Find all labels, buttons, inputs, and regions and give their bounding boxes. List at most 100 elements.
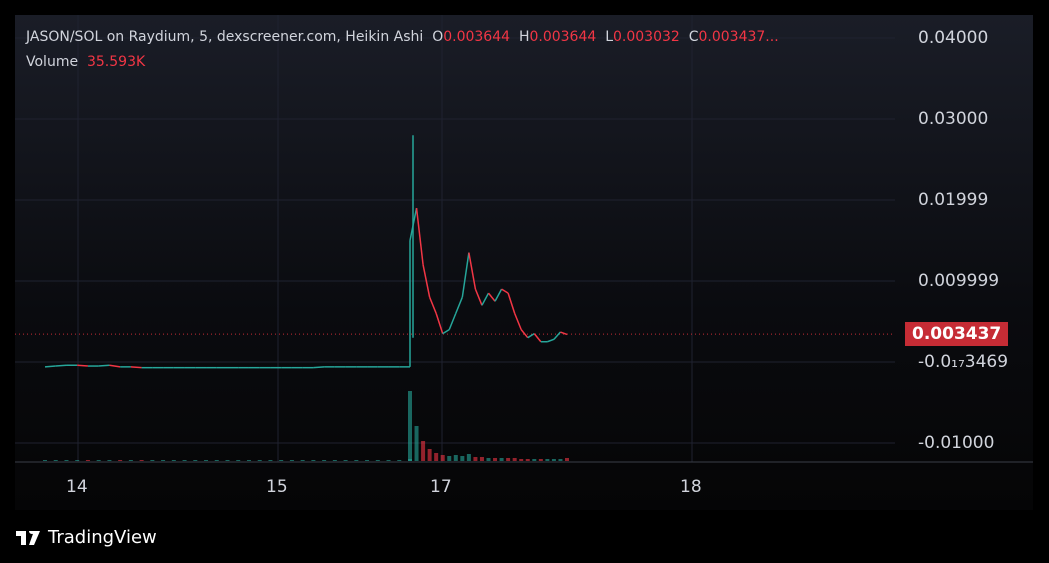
candle — [481, 292, 490, 306]
volume-bar — [225, 460, 230, 461]
price-tick: 0.04000 — [918, 28, 989, 48]
candle — [513, 313, 522, 330]
volume-bar — [440, 455, 445, 461]
candle — [487, 292, 496, 302]
crosshair-price-label: -0.0₁₇3469 — [918, 352, 1009, 372]
candle — [455, 296, 464, 314]
price-tick: -0.01000 — [918, 433, 995, 453]
current-price-badge: 0.003437 — [905, 322, 1009, 346]
time-tick: 14 — [66, 477, 88, 497]
volume-bar — [525, 459, 530, 461]
volume-bar — [532, 459, 537, 461]
volume-bar — [397, 460, 402, 461]
candle — [553, 331, 562, 340]
candle — [77, 364, 88, 367]
volume-bar — [499, 458, 504, 461]
volume-bar — [506, 458, 511, 461]
candle — [55, 364, 67, 367]
volume-bar — [139, 460, 144, 461]
volume-bar — [375, 460, 380, 461]
volume-bar — [565, 458, 569, 461]
volume-bar — [171, 460, 176, 461]
volume-bar — [53, 460, 58, 461]
high-label: H — [518, 29, 530, 45]
candle — [44, 365, 56, 368]
candle — [442, 328, 450, 335]
volume-bar — [453, 455, 458, 461]
low-value: 0.003032 — [613, 29, 680, 45]
volume-bar — [538, 459, 543, 461]
volume-bar — [551, 459, 556, 461]
candle — [422, 264, 431, 298]
candle — [494, 288, 503, 302]
volume-bar — [279, 460, 284, 461]
candle — [547, 338, 555, 343]
volume-bar — [300, 460, 305, 461]
time-tick: 17 — [430, 477, 452, 497]
volume-bar — [386, 460, 391, 461]
close-label: C — [688, 29, 699, 45]
volume-bar — [257, 460, 262, 461]
volume-bar — [545, 459, 550, 461]
candle — [507, 292, 516, 314]
close-value: 0.003437... — [698, 29, 779, 45]
volume-bar — [268, 460, 273, 461]
volume-bar — [246, 460, 251, 461]
candle — [98, 364, 110, 367]
volume-legend: Volume 35.593K — [26, 54, 145, 70]
volume-bar — [118, 460, 123, 461]
volume-bar — [193, 460, 198, 461]
volume-bar — [182, 460, 187, 461]
price-chart[interactable] — [15, 15, 1033, 510]
time-tick: 18 — [680, 477, 702, 497]
low-label: L — [605, 29, 613, 45]
volume-value: 35.593K — [86, 54, 146, 70]
volume-bar — [493, 458, 498, 461]
volume-bar — [558, 459, 563, 461]
candle — [109, 364, 121, 368]
volume-label: Volume — [26, 54, 79, 70]
chart-pane[interactable] — [15, 15, 1033, 510]
volume-bar — [421, 441, 426, 461]
candle — [415, 208, 424, 265]
volume-bar — [289, 460, 294, 461]
candle — [428, 296, 437, 314]
open-label: O — [432, 29, 444, 45]
tradingview-logo-icon — [16, 530, 40, 545]
volume-bar — [473, 457, 478, 461]
volume-bar — [354, 460, 359, 461]
volume-bar — [486, 458, 491, 461]
candle — [130, 366, 142, 369]
candle — [520, 329, 529, 339]
volume-bar — [311, 460, 316, 461]
volume-bar — [204, 460, 209, 461]
open-value: 0.003644 — [443, 29, 511, 45]
symbol-title: JASON/SOL on Raydium, 5, dexscreener.com… — [26, 29, 424, 45]
volume-bar — [96, 460, 101, 461]
candle — [533, 333, 542, 343]
brand-name: TradingView — [48, 527, 157, 548]
volume-bar — [236, 460, 241, 461]
tradingview-logo[interactable]: TradingView — [16, 527, 157, 548]
volume-bar — [447, 456, 452, 461]
price-tick: 0.01999 — [918, 190, 989, 210]
volume-bar — [75, 460, 80, 461]
volume-bar — [460, 456, 465, 461]
volume-bar — [466, 454, 471, 461]
candle — [474, 288, 483, 306]
candle — [560, 331, 568, 336]
time-tick: 15 — [266, 477, 288, 497]
candle — [448, 313, 457, 330]
volume-bar — [427, 449, 432, 461]
volume-bar — [414, 426, 419, 461]
price-tick: 0.03000 — [918, 109, 989, 129]
price-tick: 0.009999 — [918, 271, 1000, 291]
volume-bar — [408, 391, 412, 461]
candle — [435, 313, 444, 334]
volume-bar — [214, 460, 219, 461]
volume-bar — [332, 460, 337, 461]
candle — [501, 288, 509, 294]
volume-bar — [128, 460, 133, 461]
volume-bar — [322, 460, 327, 461]
candle — [468, 252, 477, 290]
